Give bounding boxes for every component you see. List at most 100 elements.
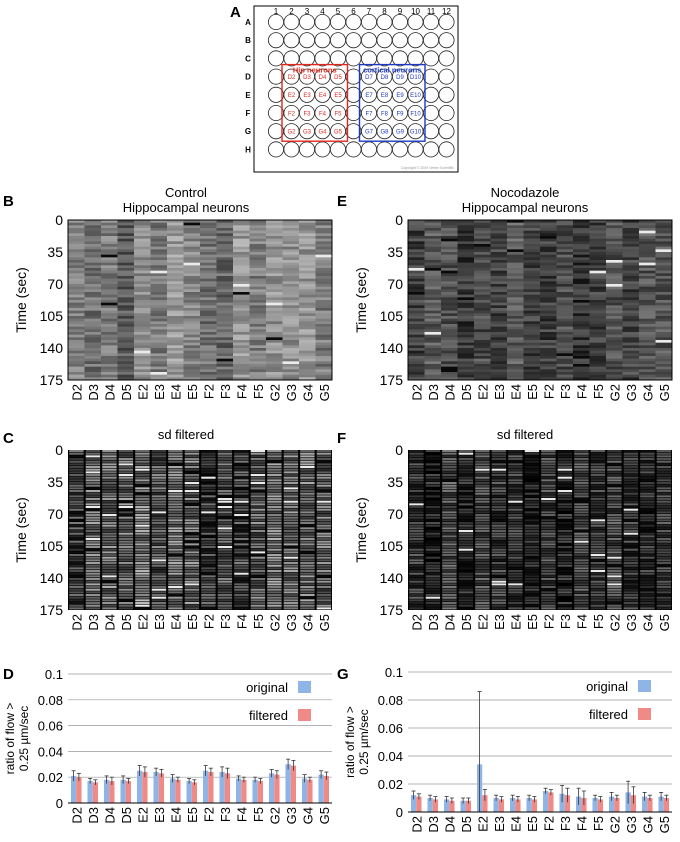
heatmap-cell: [607, 575, 622, 578]
heatmap-cell: [102, 530, 117, 533]
heatmap-cell: [234, 570, 249, 573]
heatmap-cell: [491, 586, 507, 589]
heatmap-cell: [409, 482, 424, 485]
heatmap-cell: [409, 471, 424, 474]
heatmap-cell: [101, 345, 118, 349]
heatmap-cell: [183, 254, 201, 258]
heatmap-cell: [541, 599, 556, 602]
hip-neurons-label: Hip neurons: [293, 66, 337, 75]
heatmap-cell: [315, 241, 333, 245]
heatmap-cell: [541, 580, 556, 583]
heatmap-cell: [168, 607, 183, 610]
heatmap-cell: [183, 257, 201, 261]
heatmap-cell: [523, 372, 541, 375]
heatmap-cell: [316, 503, 332, 506]
heatmap-cell: [574, 506, 589, 509]
heatmap-cell: [441, 262, 458, 266]
heatmap-cell: [315, 278, 333, 282]
heatmap-cell: [425, 586, 441, 589]
heatmap-cell: [655, 238, 673, 242]
heatmap-cell: [282, 249, 300, 253]
heatmap-cell: [590, 604, 606, 607]
heatmap-cell: [607, 500, 622, 503]
heatmap-cell: [316, 506, 332, 509]
heatmap-cell: [266, 262, 283, 266]
heatmap-cell: [150, 366, 168, 370]
heatmap-cell: [134, 334, 151, 338]
heatmap-cell: [250, 575, 266, 578]
heatmap-cell: [282, 326, 300, 330]
heatmap-cell: [266, 260, 283, 263]
heatmap-cell: [573, 329, 590, 333]
heatmap-cell: [85, 559, 101, 562]
heatmap-cell: [475, 546, 490, 549]
heatmap-cell: [408, 313, 425, 317]
heatmap-cell: [622, 289, 640, 293]
heatmap-cell: [101, 244, 118, 247]
heatmap-cell: [607, 551, 622, 554]
heatmap-cell: [201, 463, 216, 466]
heatmap-xtick: F5: [251, 614, 266, 629]
heatmap-cell: [655, 236, 673, 239]
heatmap-cell: [491, 599, 507, 602]
heatmap-cell: [541, 575, 556, 578]
heatmap-cell: [524, 602, 540, 605]
heatmap-cell: [151, 607, 167, 610]
heatmap-cell: [150, 337, 168, 341]
heatmap-cell: [491, 546, 507, 549]
bar-filtered: [614, 798, 620, 812]
heatmap-cell: [135, 588, 150, 591]
heatmap-cell: [118, 607, 134, 610]
heatmap-cell: [623, 487, 639, 490]
heatmap-cell: [655, 326, 673, 330]
heatmap-cell: [541, 548, 556, 551]
heatmap-ytick: 175: [380, 602, 404, 618]
heatmap-cell: [282, 238, 300, 242]
heatmap-cell: [574, 556, 589, 559]
heatmap-cell: [101, 302, 118, 306]
heatmap-cell: [424, 305, 442, 309]
heatmap-cell: [508, 524, 523, 527]
heatmap-cell: [490, 308, 508, 311]
heatmap-cell: [556, 358, 574, 362]
heatmap-cell: [523, 273, 541, 277]
heatmap-cell: [201, 468, 216, 471]
cortical-well-label: E7: [365, 93, 373, 99]
bar-original: [559, 793, 565, 812]
bar-ytick: 0: [396, 805, 403, 820]
heatmap-cell: [85, 500, 101, 503]
heatmap-cell: [655, 276, 673, 279]
heatmap-cell: [523, 220, 541, 223]
heatmap-cell: [424, 358, 442, 362]
heatmap-cell: [184, 466, 200, 469]
heatmap-cell: [507, 281, 524, 285]
heatmap-cell: [69, 479, 84, 482]
heatmap-column: [607, 450, 622, 610]
heatmap-cell: [589, 377, 607, 381]
heatmap-cell: [102, 546, 117, 549]
heatmap-cell: [201, 460, 216, 463]
heatmap-cell: [183, 329, 201, 333]
heatmap-cell: [640, 495, 655, 498]
bar-chart-control: 00.020.040.060.080.1D2 D3 D4 D5 E2 E3 E4 E5 F2 F3…: [3, 667, 332, 824]
heatmap-cell: [491, 556, 507, 559]
heatmap-column: [475, 450, 490, 610]
heatmap-cell: [200, 222, 217, 226]
heatmap-cell: [556, 316, 574, 319]
heatmap-cell: [507, 246, 524, 250]
heatmap-cell: [474, 236, 491, 239]
heatmap-cell: [425, 530, 441, 533]
heatmap-cell: [167, 300, 184, 303]
heatmap-cell: [557, 604, 573, 607]
heatmap-cell: [574, 522, 589, 525]
heatmap-cell: [249, 316, 267, 319]
heatmap-cell: [167, 342, 184, 346]
heatmap-cell: [201, 498, 216, 501]
heatmap-cell: [102, 599, 117, 602]
heatmap-cell: [458, 538, 474, 541]
heatmap-cell: [315, 220, 333, 223]
heatmap-cell: [184, 495, 200, 498]
heatmap-cell: [250, 586, 266, 589]
heatmap-cell: [475, 540, 490, 543]
heatmap-cell: [557, 591, 573, 594]
